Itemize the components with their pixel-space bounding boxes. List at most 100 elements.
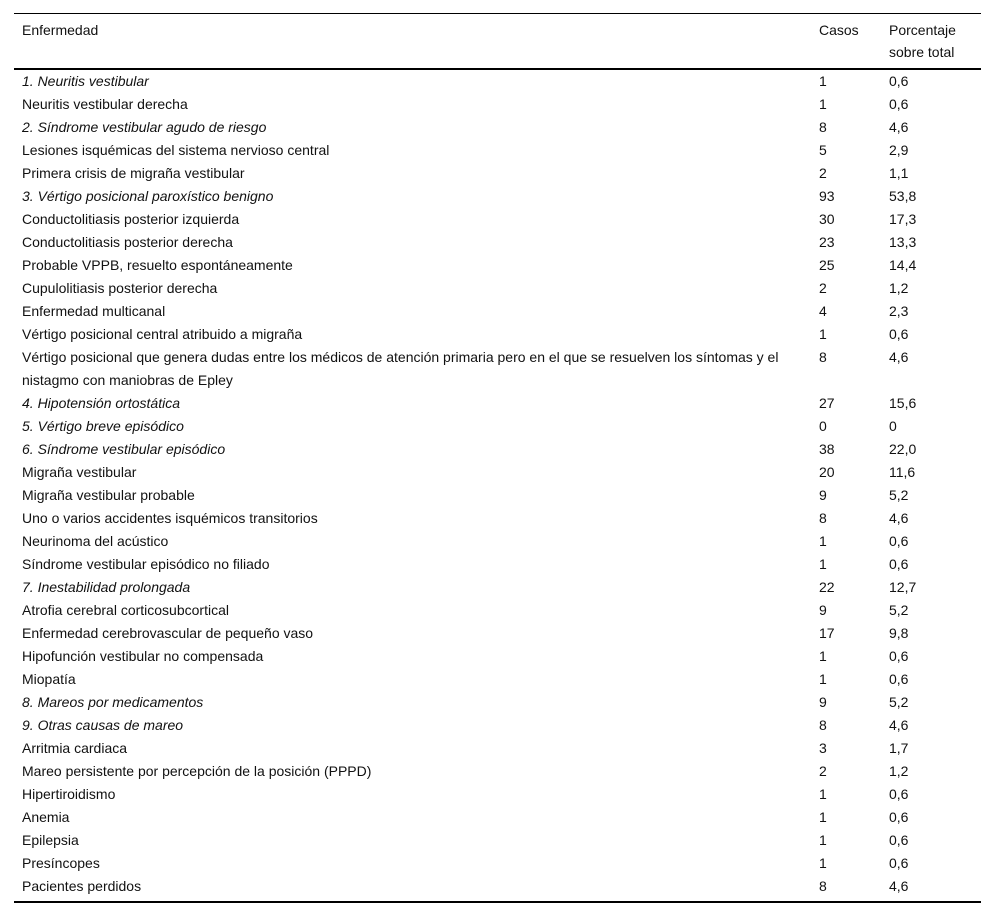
table-row: Mareo persistente por percepción de la p… bbox=[14, 760, 981, 783]
table-row: 8. Mareos por medicamentos 9 5,2 bbox=[14, 691, 981, 714]
table-row: Arritmia cardiaca 3 1,7 bbox=[14, 737, 981, 760]
table-row: Conductolitiasis posterior izquierda 30 … bbox=[14, 208, 981, 231]
percentage-cell: 0,6 bbox=[889, 832, 909, 848]
cases-cell: 1 bbox=[819, 855, 827, 871]
table-row: Vértigo posicional central atribuido a m… bbox=[14, 323, 981, 346]
cases-cell: 8 bbox=[819, 717, 827, 733]
disease-cell: Uno o varios accidentes isquémicos trans… bbox=[22, 510, 318, 526]
percentage-cell: 0,6 bbox=[889, 648, 909, 664]
column-header-cases: Casos bbox=[819, 13, 889, 70]
cases-cell: 38 bbox=[819, 441, 835, 457]
table-row: Enfermedad cerebrovascular de pequeño va… bbox=[14, 622, 981, 645]
cases-cell: 1 bbox=[819, 326, 827, 342]
cases-cell: 3 bbox=[819, 740, 827, 756]
percentage-cell: 4,6 bbox=[889, 717, 909, 733]
percentage-cell: 17,3 bbox=[889, 211, 917, 227]
percentage-cell: 0,6 bbox=[889, 671, 909, 687]
disease-cell: Probable VPPB, resuelto espontáneamente bbox=[22, 257, 293, 273]
disease-cell: 3. Vértigo posicional paroxístico benign… bbox=[22, 188, 274, 204]
percentage-cell: 1,2 bbox=[889, 280, 909, 296]
disease-cell: 1. Neuritis vestibular bbox=[22, 73, 149, 89]
percentage-cell: 0 bbox=[889, 418, 897, 434]
percentage-cell: 5,2 bbox=[889, 694, 909, 710]
disease-cell: Miopatía bbox=[22, 671, 76, 687]
percentage-cell: 0,6 bbox=[889, 326, 909, 342]
percentage-cell: 0,6 bbox=[889, 533, 909, 549]
percentage-cell: 5,2 bbox=[889, 487, 909, 503]
cases-cell: 22 bbox=[819, 579, 835, 595]
percentage-cell: 9,8 bbox=[889, 625, 909, 641]
cases-cell: 17 bbox=[819, 625, 835, 641]
cases-cell: 30 bbox=[819, 211, 835, 227]
table-row: 2. Síndrome vestibular agudo de riesgo 8… bbox=[14, 116, 981, 139]
disease-cell: Lesiones isquémicas del sistema nervioso… bbox=[22, 142, 330, 158]
disease-cell: 9. Otras causas de mareo bbox=[22, 717, 184, 733]
cases-cell: 5 bbox=[819, 142, 827, 158]
disease-cell: 5. Vértigo breve episódico bbox=[22, 418, 184, 434]
cases-cell: 1 bbox=[819, 786, 827, 802]
percentage-cell: 53,8 bbox=[889, 188, 917, 204]
cases-cell: 8 bbox=[819, 119, 827, 135]
table-row: Conductolitiasis posterior derecha 23 13… bbox=[14, 231, 981, 254]
table-row: Migraña vestibular 20 11,6 bbox=[14, 461, 981, 484]
cases-cell: 23 bbox=[819, 234, 835, 250]
cases-cell: 0 bbox=[819, 418, 827, 434]
disease-cell: 8. Mareos por medicamentos bbox=[22, 694, 204, 710]
percentage-cell: 4,6 bbox=[889, 878, 909, 894]
cases-cell: 8 bbox=[819, 349, 827, 365]
table-header: Enfermedad Casos Porcentaje sobre total bbox=[14, 13, 981, 70]
cases-cell: 9 bbox=[819, 487, 827, 503]
table-row: Probable VPPB, resuelto espontáneamente … bbox=[14, 254, 981, 277]
percentage-cell: 5,2 bbox=[889, 602, 909, 618]
cases-cell: 8 bbox=[819, 510, 827, 526]
disease-cell: 6. Síndrome vestibular episódico bbox=[22, 441, 226, 457]
table-row: Miopatía 1 0,6 bbox=[14, 668, 981, 691]
table-row: Anemia 1 0,6 bbox=[14, 806, 981, 829]
cases-cell: 1 bbox=[819, 809, 827, 825]
disease-cell: Conductolitiasis posterior derecha bbox=[22, 234, 233, 250]
disease-cell: Presíncopes bbox=[22, 855, 100, 871]
disease-cell: Atrofia cerebral corticosubcortical bbox=[22, 602, 229, 618]
table-row: Cupulolitiasis posterior derecha 2 1,2 bbox=[14, 277, 981, 300]
disease-cell: 2. Síndrome vestibular agudo de riesgo bbox=[22, 119, 267, 135]
percentage-cell: 15,6 bbox=[889, 395, 917, 411]
percentage-cell: 0,6 bbox=[889, 809, 909, 825]
disease-cell: 7. Inestabilidad prolongada bbox=[22, 579, 191, 595]
cases-cell: 4 bbox=[819, 303, 827, 319]
cases-cell: 2 bbox=[819, 165, 827, 181]
disease-cell: Mareo persistente por percepción de la p… bbox=[22, 763, 372, 779]
disease-cell: Síndrome vestibular episódico no filiado bbox=[22, 556, 270, 572]
percentage-cell: 12,7 bbox=[889, 579, 917, 595]
table-row: Hipofunción vestibular no compensada 1 0… bbox=[14, 645, 981, 668]
disease-cell: Enfermedad cerebrovascular de pequeño va… bbox=[22, 625, 314, 641]
percentage-cell: 0,6 bbox=[889, 786, 909, 802]
cases-cell: 1 bbox=[819, 832, 827, 848]
table-row: Hipertiroidismo 1 0,6 bbox=[14, 783, 981, 806]
disease-cell: Hipertiroidismo bbox=[22, 786, 116, 802]
table-row: 5. Vértigo breve episódico 0 0 bbox=[14, 415, 981, 438]
disease-cell: Hipofunción vestibular no compensada bbox=[22, 648, 264, 664]
table-row: 7. Inestabilidad prolongada 22 12,7 bbox=[14, 576, 981, 599]
table-row: 3. Vértigo posicional paroxístico benign… bbox=[14, 185, 981, 208]
cases-cell: 93 bbox=[819, 188, 835, 204]
disease-cell: Cupulolitiasis posterior derecha bbox=[22, 280, 218, 296]
table-row: Vértigo posicional que genera dudas entr… bbox=[14, 346, 981, 392]
cases-cell: 1 bbox=[819, 533, 827, 549]
disease-cell: Enfermedad multicanal bbox=[22, 303, 166, 319]
table-row: Atrofia cerebral corticosubcortical 9 5,… bbox=[14, 599, 981, 622]
disease-cell: Neurinoma del acústico bbox=[22, 533, 169, 549]
table-row: Enfermedad multicanal 4 2,3 bbox=[14, 300, 981, 323]
table-row: Epilepsia 1 0,6 bbox=[14, 829, 981, 852]
percentage-cell: 22,0 bbox=[889, 441, 917, 457]
percentage-cell: 11,6 bbox=[889, 464, 916, 480]
table-row: 6. Síndrome vestibular episódico 38 22,0 bbox=[14, 438, 981, 461]
header-row: Enfermedad Casos Porcentaje sobre total bbox=[14, 13, 981, 70]
disease-cell: 4. Hipotensión ortostática bbox=[22, 395, 180, 411]
table-row: Neurinoma del acústico 1 0,6 bbox=[14, 530, 981, 553]
cases-cell: 20 bbox=[819, 464, 835, 480]
disease-cell: Vértigo posicional central atribuido a m… bbox=[22, 326, 303, 342]
percentage-cell: 4,6 bbox=[889, 349, 909, 365]
column-header-percentage: Porcentaje sobre total bbox=[889, 13, 981, 70]
